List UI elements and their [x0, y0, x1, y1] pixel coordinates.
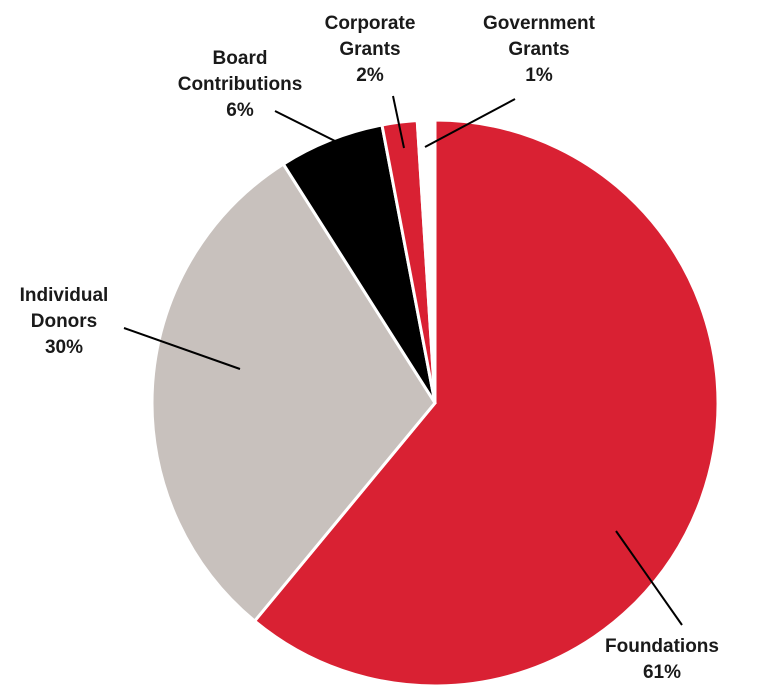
slice-label-individual-donors: Individual Donors 30%: [20, 285, 109, 358]
leader-line-corporate-grants: [392, 95, 405, 149]
slice-label-corporate-grants: Corporate Grants 2%: [325, 13, 416, 86]
slice-label-government-grants: Government Grants 1%: [483, 13, 596, 86]
pie-slice-foundations: [252, 118, 720, 686]
pie-slice-government-grants: [415, 118, 437, 404]
pie-slice-individual-donors: [150, 161, 437, 624]
slice-label-foundations: Foundations 61%: [605, 636, 719, 683]
pie-slices: [150, 118, 720, 686]
leader-line-board-contributions: [274, 110, 348, 148]
leader-line-government-grants: [424, 98, 516, 148]
slice-label-board-contributions: Board Contributions 6%: [178, 48, 303, 121]
leader-line-individual-donors: [123, 327, 241, 370]
leader-line-foundations: [615, 530, 683, 626]
slice-labels: Foundations 61% Individual Donors 30% Board Co…: [20, 13, 719, 683]
label-leader-lines: [123, 95, 683, 626]
